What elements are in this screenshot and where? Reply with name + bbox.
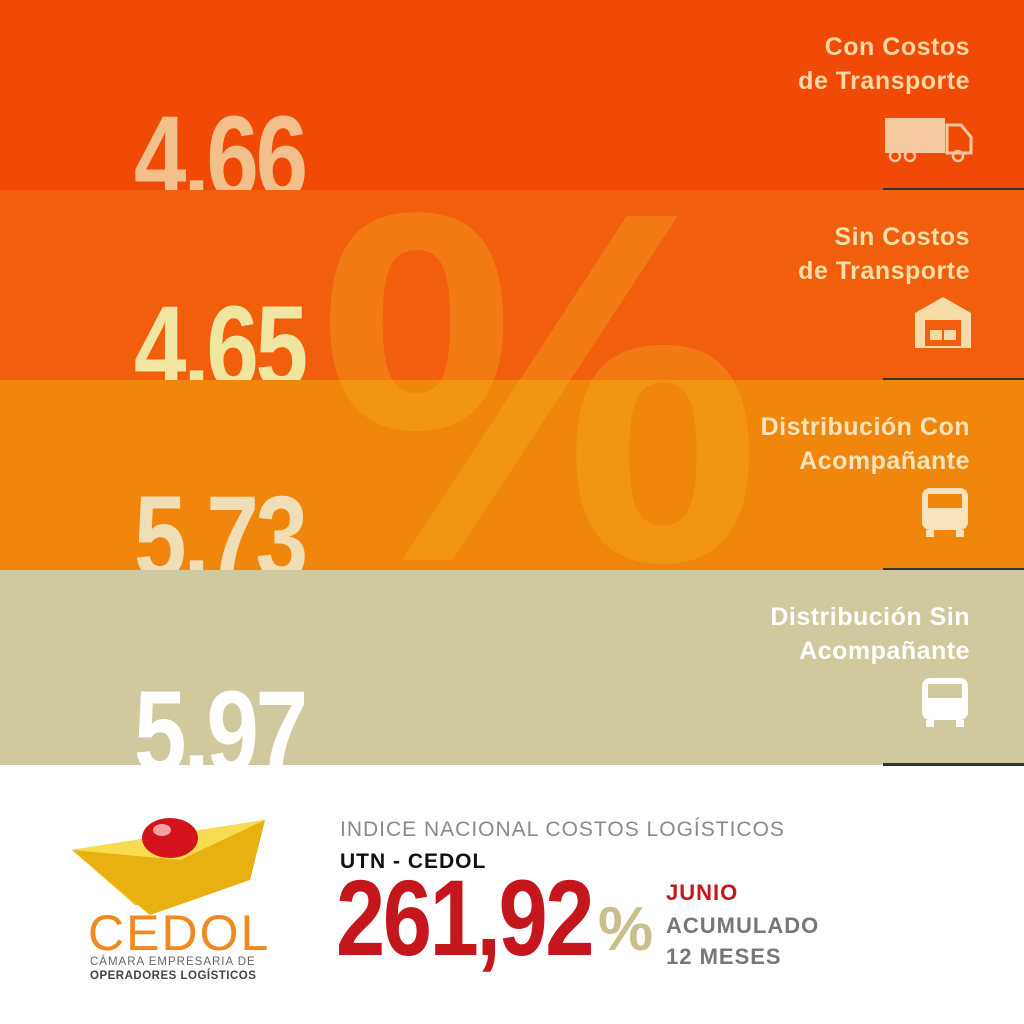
logo: CEDOL CÁMARA EMPRESARIA DE OPERADORES LO…	[72, 818, 270, 982]
band-label: Con Costos	[825, 33, 970, 61]
band	[0, 0, 1024, 190]
band-label: de Transporte	[798, 257, 970, 285]
icon-part	[885, 118, 945, 153]
icon-part	[926, 530, 934, 537]
separator	[883, 763, 1024, 766]
logo-dome	[142, 818, 198, 858]
band	[0, 190, 1024, 380]
icon-part	[951, 149, 965, 163]
big-percent: %	[318, 107, 763, 666]
band-label: de Transporte	[798, 67, 970, 95]
logo-line2: OPERADORES LOGÍSTICOS	[90, 969, 256, 982]
icon-part	[930, 330, 942, 340]
footer-title: INDICE NACIONAL COSTOS LOGÍSTICOS	[340, 818, 785, 841]
separator	[883, 378, 1024, 381]
band-value: 5,97	[134, 666, 305, 799]
footer-value: 261,92	[336, 858, 592, 978]
band-label: Distribución Sin	[770, 603, 970, 631]
icon-part	[956, 720, 964, 727]
band-label: Acompañante	[799, 637, 970, 665]
icon-part	[944, 330, 956, 340]
logo-name: CEDOL	[88, 905, 270, 961]
footer-note1: ACUMULADO	[666, 913, 819, 938]
band-icon	[922, 488, 968, 537]
band-icon	[885, 118, 973, 163]
band	[0, 380, 1024, 570]
footer-month: JUNIO	[666, 880, 738, 905]
band-label: Distribución Con	[761, 413, 970, 441]
icon-part	[928, 684, 962, 698]
separator	[883, 188, 1024, 191]
band-icon	[922, 678, 968, 727]
icon-part	[928, 494, 962, 508]
icon-part	[956, 530, 964, 537]
icon-part	[888, 149, 902, 163]
footer-unit: %	[598, 895, 653, 964]
icon-part	[926, 720, 934, 727]
separator	[883, 568, 1024, 571]
band-icon	[915, 297, 971, 348]
icon-part	[945, 123, 973, 155]
logo-line1: CÁMARA EMPRESARIA DE	[90, 955, 256, 968]
logo-dome-shine	[153, 824, 171, 836]
band-label: Sin Costos	[834, 223, 970, 251]
footer-note2: 12 MESES	[666, 944, 782, 969]
band-label: Acompañante	[799, 447, 970, 475]
footer-source: UTN - CEDOL	[340, 850, 486, 873]
icon-part	[903, 149, 917, 163]
band	[0, 570, 1024, 765]
